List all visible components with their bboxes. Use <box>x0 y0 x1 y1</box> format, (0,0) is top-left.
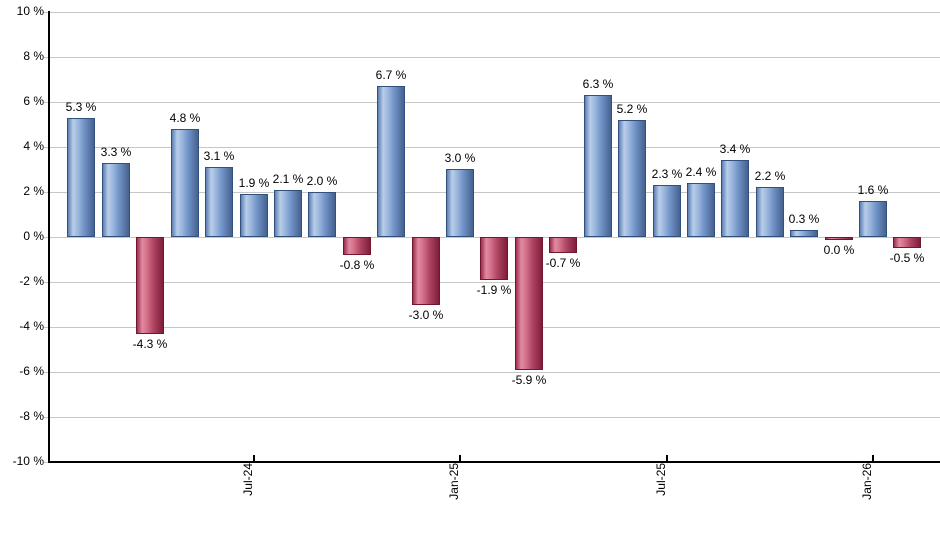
negative-return-bar <box>515 237 543 370</box>
y-axis-tick-label: -8 % <box>19 409 44 423</box>
positive-return-bar <box>687 183 715 237</box>
positive-return-bar <box>653 185 681 237</box>
bar-value-label: 5.3 % <box>65 100 97 114</box>
bar-value-label: -3.0 % <box>408 308 444 322</box>
y-axis-tick-label: -6 % <box>19 364 44 378</box>
bar-value-label: 4.8 % <box>169 111 201 125</box>
x-axis-tick-label: Jul-25 <box>654 463 668 496</box>
positive-return-bar <box>756 187 784 237</box>
y-axis-tick-label: 2 % <box>23 184 44 198</box>
y-axis-line <box>48 11 50 463</box>
bar-value-label: 6.3 % <box>582 77 614 91</box>
gridline--2pct <box>44 281 940 283</box>
positive-return-bar <box>584 95 612 237</box>
x-axis-tick-label: Jan-26 <box>860 463 874 500</box>
x-axis-tick-mark <box>872 455 874 461</box>
positive-return-bar <box>274 190 302 237</box>
bar-value-label: -0.8 % <box>339 258 375 272</box>
gridline-8pct <box>44 56 940 58</box>
gridline-6pct <box>44 101 940 103</box>
y-axis-tick-label: -4 % <box>19 319 44 333</box>
y-axis-tick-label: 8 % <box>23 49 44 63</box>
bar-value-label: 2.0 % <box>306 174 338 188</box>
bar-value-label: 2.2 % <box>754 169 786 183</box>
bar-value-label: -1.9 % <box>476 283 512 297</box>
bar-value-label: -0.7 % <box>545 256 581 270</box>
x-axis-line <box>48 461 940 463</box>
positive-return-bar <box>205 167 233 237</box>
negative-return-bar <box>549 237 577 253</box>
bar-value-label: 3.0 % <box>444 151 476 165</box>
x-axis-tick-label: Jul-24 <box>241 463 255 496</box>
positive-return-bar <box>67 118 95 237</box>
bar-value-label: 0.3 % <box>788 212 820 226</box>
bar-value-label: 3.1 % <box>203 149 235 163</box>
negative-return-bar <box>343 237 371 255</box>
x-axis-tick-mark <box>459 455 461 461</box>
x-axis-tick-mark <box>666 455 668 461</box>
negative-return-bar <box>412 237 440 305</box>
bar-value-label: 0.0 % <box>823 243 855 257</box>
bar-value-label: -0.5 % <box>889 251 925 265</box>
gridline--6pct <box>44 371 940 373</box>
y-axis-tick-label: 4 % <box>23 139 44 153</box>
y-axis-tick-label: -10 % <box>12 454 44 468</box>
bar-value-label: 3.3 % <box>100 145 132 159</box>
positive-return-bar <box>446 169 474 237</box>
y-axis-tick-label: -2 % <box>19 274 44 288</box>
bar-value-label: -4.3 % <box>132 337 168 351</box>
x-axis-tick-mark <box>253 455 255 461</box>
negative-return-bar <box>480 237 508 280</box>
positive-return-bar <box>240 194 268 237</box>
negative-return-bar <box>893 237 921 248</box>
gridline--4pct <box>44 326 940 328</box>
bar-value-label: 1.9 % <box>238 176 270 190</box>
bar-value-label: 3.4 % <box>719 142 751 156</box>
negative-return-bar <box>825 237 853 240</box>
bar-value-label: 1.6 % <box>857 183 889 197</box>
gridline-2pct <box>44 191 940 193</box>
positive-return-bar <box>859 201 887 237</box>
bar-value-label: 6.7 % <box>375 68 407 82</box>
bar-value-label: 5.2 % <box>616 102 648 116</box>
positive-return-bar <box>171 129 199 237</box>
bar-value-label: 2.4 % <box>685 165 717 179</box>
gridline-10pct <box>44 11 940 13</box>
positive-return-bar <box>377 86 405 237</box>
bar-value-label: -5.9 % <box>511 373 547 387</box>
positive-return-bar <box>618 120 646 237</box>
negative-return-bar <box>136 237 164 334</box>
y-axis-tick-label: 0 % <box>23 229 44 243</box>
bar-value-label: 2.1 % <box>272 172 304 186</box>
bar-value-label: 2.3 % <box>651 167 683 181</box>
gridline-4pct <box>44 146 940 148</box>
y-axis-tick-label: 10 % <box>16 4 44 18</box>
positive-return-bar <box>102 163 130 237</box>
positive-return-bar <box>308 192 336 237</box>
gridline--8pct <box>44 416 940 418</box>
positive-return-bar <box>790 230 818 237</box>
x-axis-tick-label: Jan-25 <box>447 463 461 500</box>
positive-return-bar <box>721 160 749 237</box>
y-axis-tick-label: 6 % <box>23 94 44 108</box>
